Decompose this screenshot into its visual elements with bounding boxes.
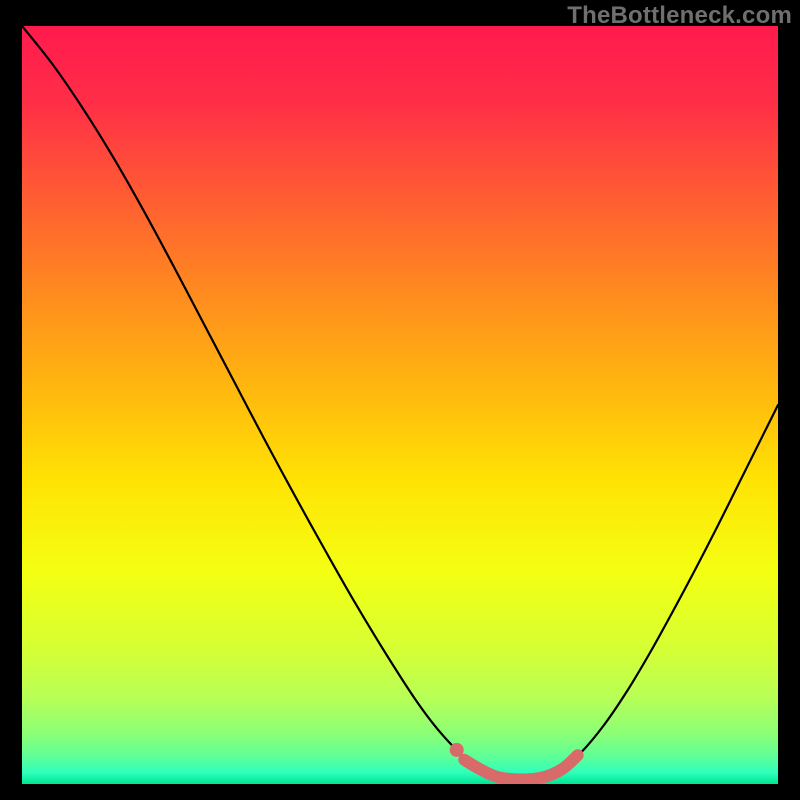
optimal-range-highlight xyxy=(22,26,778,784)
plot-area xyxy=(22,26,778,784)
watermark-text: TheBottleneck.com xyxy=(567,2,792,30)
chart-stage: TheBottleneck.com xyxy=(0,0,800,800)
